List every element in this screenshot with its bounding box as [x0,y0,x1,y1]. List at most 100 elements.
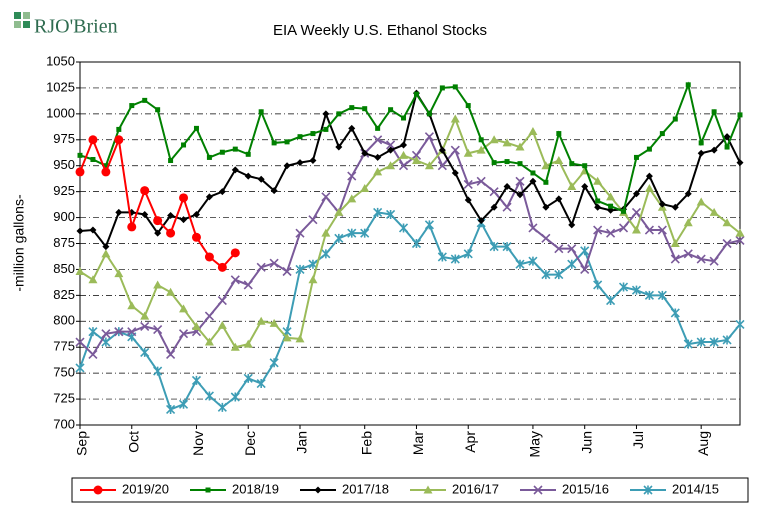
marker [724,144,730,150]
marker [101,329,111,339]
marker [697,149,705,157]
marker [334,233,344,243]
marker [140,186,150,196]
marker [127,301,137,310]
marker [76,227,84,235]
marker [231,166,239,174]
marker [308,275,318,284]
legend-label: 2019/20 [122,481,169,496]
marker [373,207,383,217]
marker [424,220,434,230]
marker [424,161,434,170]
x-tick-label: Apr [462,431,478,453]
legend-label: 2014/15 [672,481,719,496]
marker [168,158,174,164]
y-axis-label: -million gallons- [11,194,27,292]
marker [541,161,551,170]
marker [502,202,512,212]
x-tick-label: Feb [358,431,374,455]
marker [321,192,331,202]
logo-icon [14,12,21,19]
y-tick-label: 1050 [46,53,75,68]
logo-icon [23,21,30,28]
marker [439,85,445,91]
marker [230,275,240,285]
marker [204,391,214,401]
series-line [79,134,741,357]
marker [593,280,603,290]
marker [270,187,278,195]
marker [314,486,322,494]
marker [373,135,383,145]
marker [452,84,458,90]
marker [90,156,96,162]
marker [543,179,549,185]
x-tick-label: Jan [294,431,310,454]
marker [217,295,227,306]
marker [297,134,303,140]
marker [530,170,536,176]
marker [541,270,551,280]
marker [711,109,717,115]
marker [88,349,98,360]
marker [256,378,266,389]
marker [295,228,305,238]
marker [528,256,538,266]
marker [140,311,150,320]
marker [243,339,253,348]
marker [657,290,667,300]
y-tick-label: 1000 [46,105,75,120]
marker [257,175,265,183]
marker [463,249,473,259]
y-tick-label: 950 [53,157,75,172]
y-tick-label: 700 [53,416,75,431]
marker [517,161,523,167]
marker [153,366,163,376]
marker [696,337,706,347]
marker [569,161,575,167]
marker [618,223,629,233]
marker [167,211,175,219]
marker [269,318,279,327]
marker [386,140,396,150]
marker [567,181,577,190]
marker [399,150,409,159]
marker [191,375,202,385]
marker [153,325,163,335]
marker [608,203,614,209]
y-tick-label: 925 [53,183,75,198]
marker [116,126,122,132]
marker [219,149,225,155]
marker [489,187,499,197]
marker [737,112,743,118]
marker [373,167,383,176]
legend-label: 2018/19 [232,481,279,496]
marker [735,319,745,329]
marker [347,228,357,238]
x-tick-label: Nov [190,431,206,456]
marker [502,138,512,147]
marker [181,142,187,148]
marker [256,316,266,325]
marker [347,171,357,181]
marker [335,143,343,151]
marker [554,270,564,280]
marker [179,193,189,203]
marker [555,195,563,203]
marker [722,335,732,345]
marker [75,337,85,347]
marker [230,248,240,258]
marker [670,254,680,264]
marker [542,203,550,211]
marker [437,161,447,171]
marker [450,145,460,155]
marker [424,132,434,142]
marker [504,159,510,165]
marker [709,256,719,266]
logo: RJO'Brien [34,16,118,38]
marker [193,125,199,131]
marker [321,249,331,259]
marker [349,105,355,111]
marker [401,115,407,121]
marker [489,242,499,252]
